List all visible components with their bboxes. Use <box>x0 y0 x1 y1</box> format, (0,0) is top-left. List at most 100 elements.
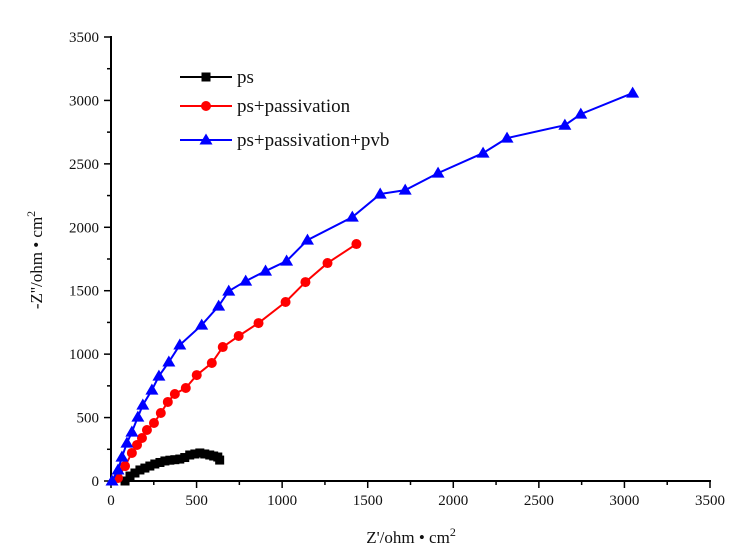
data-point <box>140 463 150 473</box>
legend-marker <box>201 101 211 111</box>
data-point <box>345 210 359 222</box>
data-point <box>125 425 139 437</box>
data-point <box>626 86 640 98</box>
x-tick-label: 2500 <box>524 493 554 509</box>
data-point <box>125 471 135 481</box>
data-point <box>132 439 143 450</box>
data-point <box>126 447 137 458</box>
data-point <box>150 459 160 469</box>
y-tick-label: 3000 <box>69 93 99 109</box>
x-tick-label: 1000 <box>267 493 297 509</box>
data-point <box>200 449 210 459</box>
series-ps <box>120 448 225 486</box>
y-tick-label: 1500 <box>69 284 99 300</box>
data-point <box>217 342 228 353</box>
series-layer <box>105 86 640 486</box>
data-point <box>300 277 311 288</box>
x-tick-label: 500 <box>185 493 208 509</box>
y-axis-title: -Z''/ohm • cm2 <box>24 211 46 309</box>
y-tick-label: 2500 <box>69 157 99 173</box>
data-point <box>280 297 291 308</box>
legend-item: ps+passivation <box>180 96 351 117</box>
data-point <box>190 449 200 459</box>
data-point <box>170 455 180 465</box>
data-point <box>162 355 176 367</box>
data-point <box>195 448 205 458</box>
data-point <box>141 425 152 436</box>
data-point <box>105 474 119 486</box>
data-point <box>145 383 159 395</box>
legend-marker <box>201 72 211 82</box>
legend-marker <box>199 133 213 145</box>
data-point <box>173 338 187 350</box>
x-tick-label: 3500 <box>695 493 725 509</box>
x-tick-label: 3000 <box>609 493 639 509</box>
y-tick-label: 3500 <box>69 30 99 46</box>
data-point <box>120 436 134 448</box>
data-point <box>558 118 572 130</box>
series-ps-passivation-pvb <box>105 86 640 486</box>
data-point <box>162 396 173 407</box>
series-line <box>111 92 634 482</box>
data-point <box>500 131 514 143</box>
x-ticks: 0 500 1000 1500 2000 2500 3000 3500 <box>107 481 725 509</box>
data-point <box>160 456 170 466</box>
data-point <box>135 465 145 475</box>
data-point <box>130 468 140 478</box>
x-tick-label: 1500 <box>353 493 383 509</box>
series-ps-passivation <box>113 239 362 483</box>
data-point <box>373 187 387 199</box>
x-axis-title: Z'/ohm • cm2 <box>366 525 456 547</box>
data-point <box>259 264 273 276</box>
data-point <box>131 410 145 422</box>
data-point <box>152 369 166 381</box>
data-point <box>148 418 159 429</box>
data-point <box>322 258 333 269</box>
y-tick-label: 2000 <box>69 220 99 236</box>
data-point <box>206 358 217 369</box>
data-point <box>136 432 147 443</box>
data-point <box>222 284 236 296</box>
data-point <box>212 299 226 311</box>
series-line <box>117 243 357 479</box>
data-point <box>180 383 191 394</box>
data-point <box>191 370 202 381</box>
data-point <box>169 388 180 399</box>
data-point <box>351 239 362 250</box>
data-point <box>431 166 445 178</box>
data-point <box>111 463 125 475</box>
data-point <box>175 454 185 464</box>
axes: 0 500 1000 1500 2000 2500 3000 3500 0 500 1000 150… <box>69 30 725 509</box>
data-point <box>155 408 166 419</box>
data-point <box>574 107 588 119</box>
data-point <box>280 254 294 266</box>
y-ticks: 0 500 1000 1500 2000 2500 3000 3500 <box>69 30 111 490</box>
data-point <box>120 476 130 486</box>
legend: ps ps+passivation ps+passivation+pvb <box>180 67 389 151</box>
data-point <box>185 450 195 460</box>
data-point <box>195 318 209 330</box>
data-point <box>155 457 165 467</box>
y-tick-label: 1000 <box>69 347 99 363</box>
x-tick-label: 2000 <box>438 493 468 509</box>
data-point <box>398 183 412 195</box>
data-point <box>136 398 150 410</box>
data-point <box>145 461 155 471</box>
data-point <box>180 453 190 463</box>
data-point <box>215 455 225 465</box>
y-tick-label: 500 <box>77 411 100 427</box>
data-point <box>233 331 244 342</box>
x-tick-label: 0 <box>107 493 115 509</box>
data-point <box>253 318 264 329</box>
data-point <box>120 461 131 472</box>
data-point <box>239 274 253 286</box>
legend-item: ps <box>180 67 254 88</box>
data-point <box>115 450 129 462</box>
legend-label: ps <box>237 67 254 88</box>
y-tick-label: 0 <box>92 474 100 490</box>
data-point <box>476 146 490 158</box>
data-point <box>300 233 314 245</box>
data-point <box>165 455 175 465</box>
legend-label: ps+passivation+pvb <box>237 130 389 151</box>
